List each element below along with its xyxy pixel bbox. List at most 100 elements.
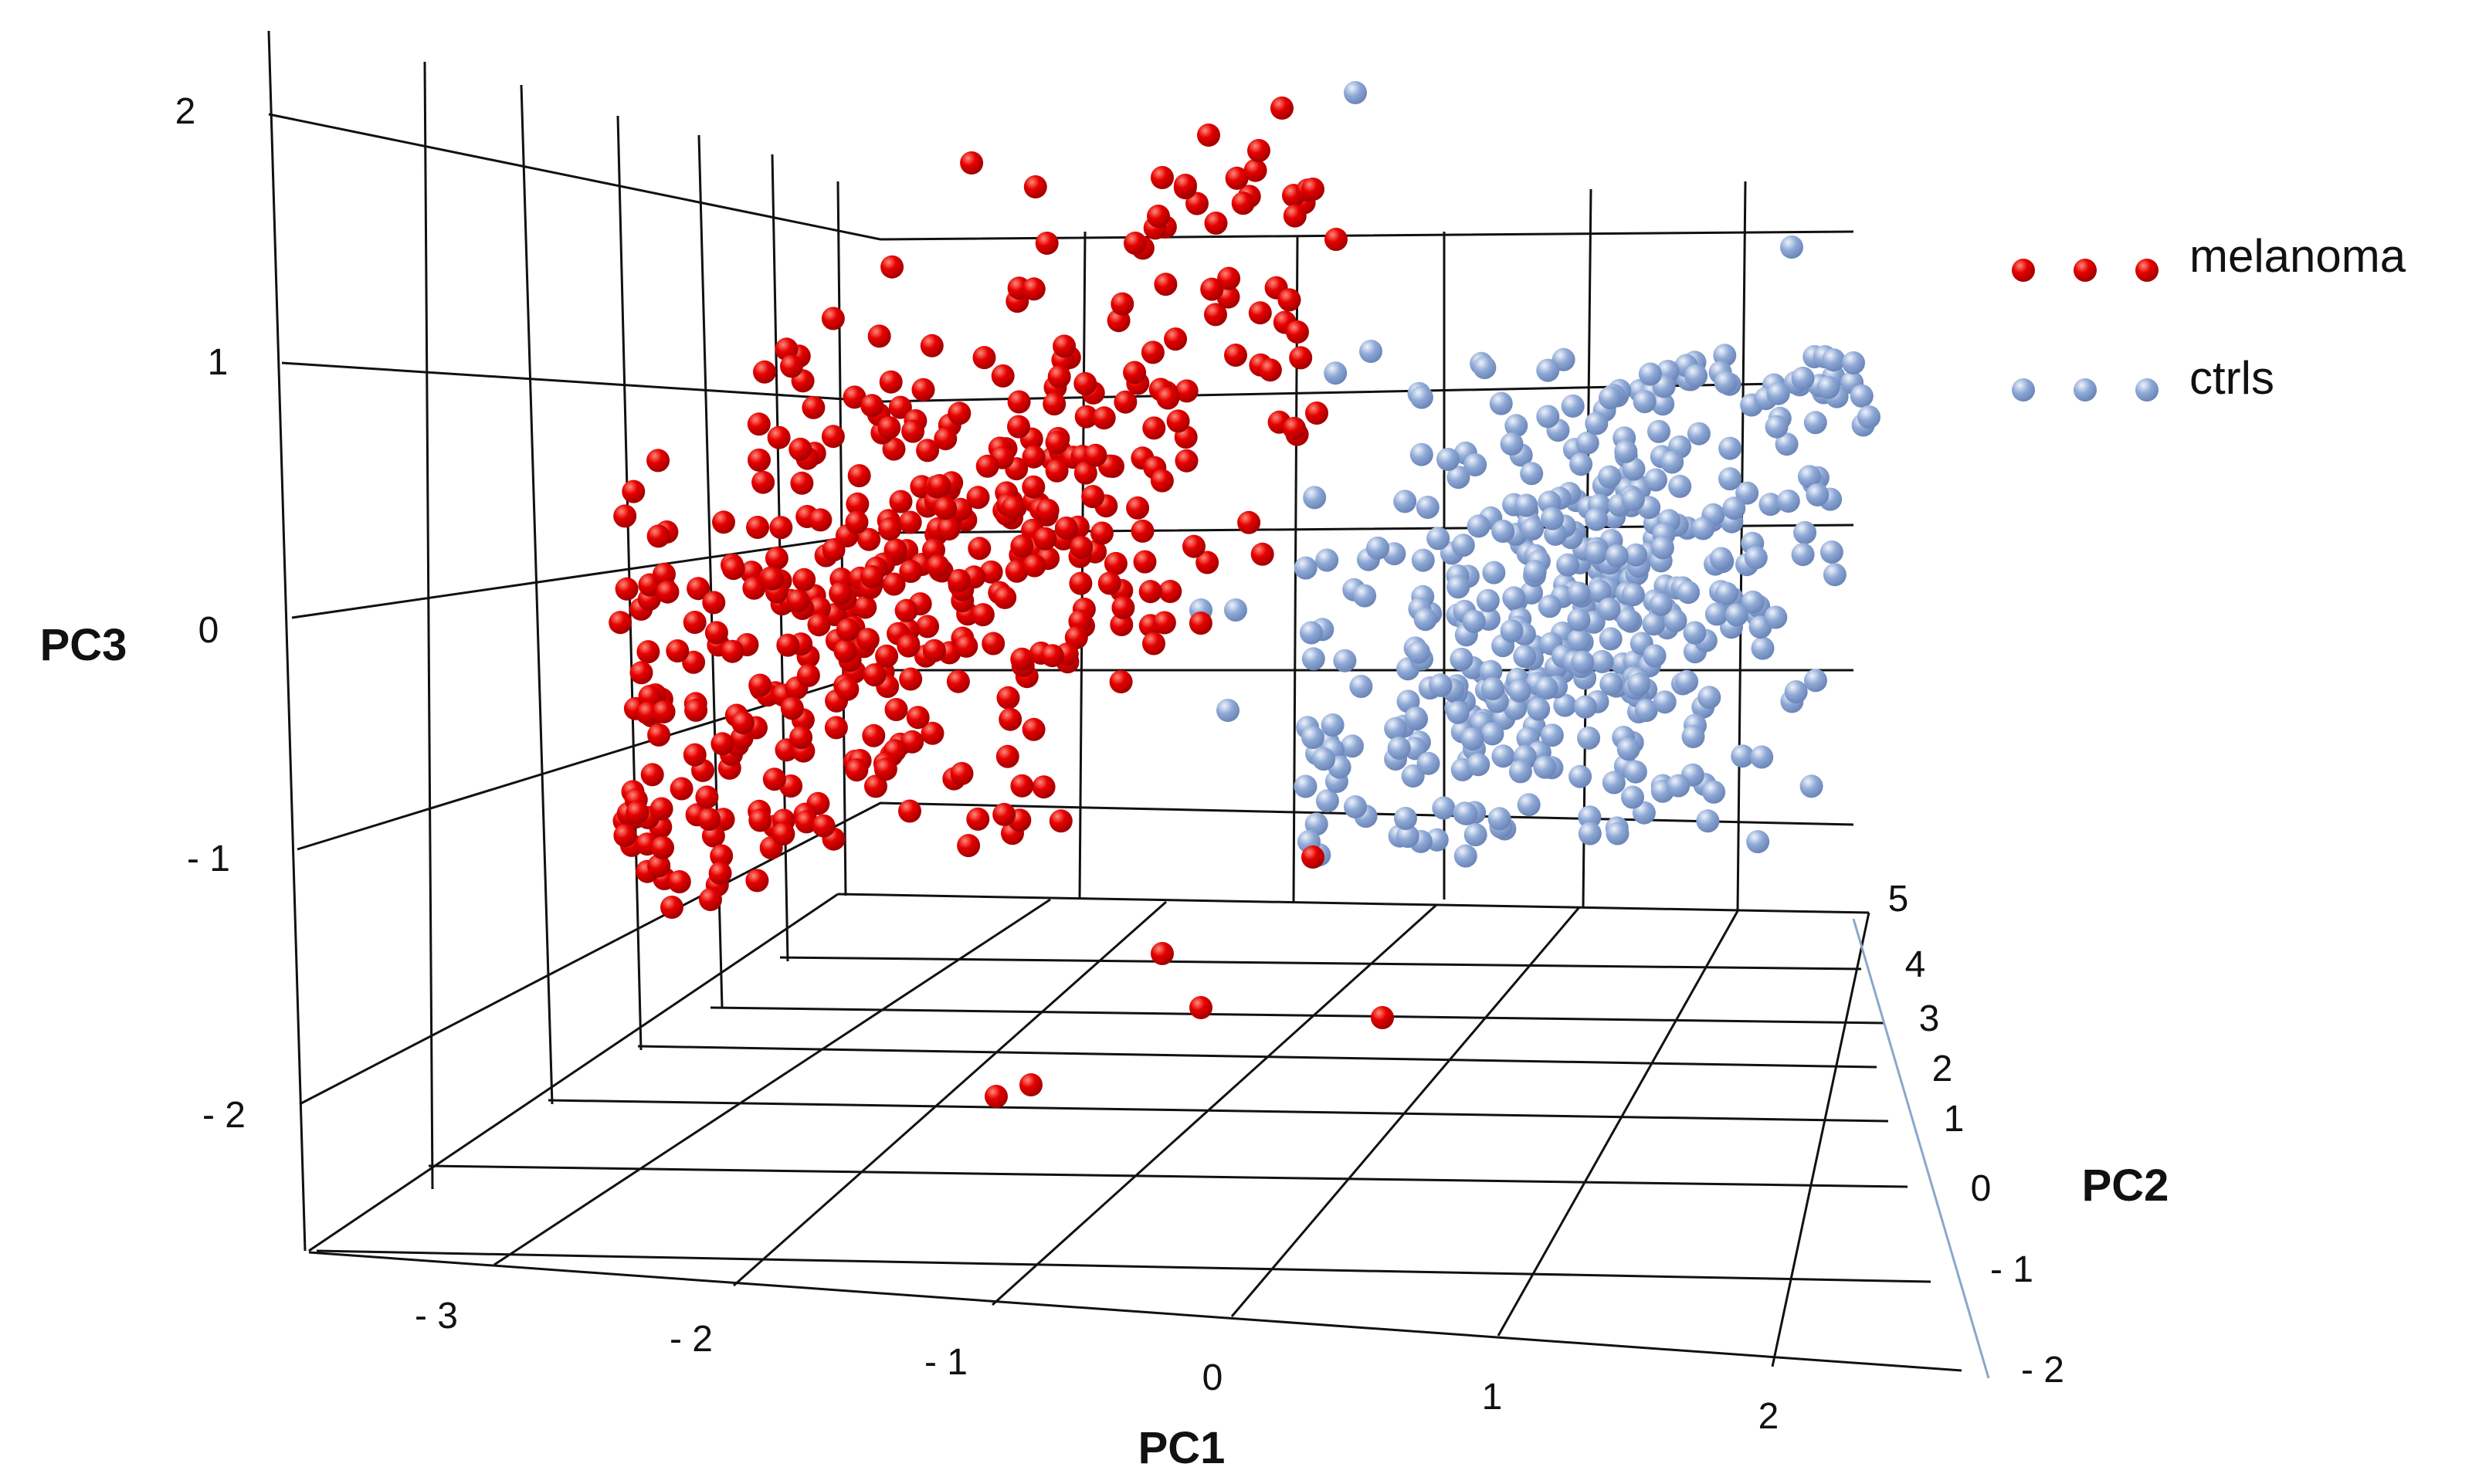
- pc2-tick-label: 4: [1905, 944, 1926, 985]
- ctrls-point: [1349, 675, 1373, 698]
- ctrls-point: [1744, 546, 1768, 570]
- pc3-tick-label: - 1: [187, 839, 230, 879]
- melanoma-point: [857, 527, 881, 551]
- melanoma-point: [1217, 266, 1241, 290]
- melanoma-point: [809, 508, 833, 532]
- ctrls-point: [1324, 361, 1348, 385]
- pc2-tick-label: - 2: [2021, 1350, 2064, 1391]
- melanoma-point: [1247, 139, 1270, 162]
- melanoma-point: [1001, 496, 1025, 520]
- melanoma-point: [666, 639, 690, 662]
- melanoma-point: [1035, 232, 1059, 255]
- melanoma-point: [1040, 644, 1064, 668]
- ctrls-point: [1300, 621, 1323, 645]
- ctrls-point: [1616, 737, 1640, 761]
- melanoma-point: [1142, 416, 1166, 440]
- ctrls-point: [1366, 536, 1389, 560]
- ctrls-point: [1819, 540, 1843, 564]
- pc1-tick-label: - 2: [670, 1319, 713, 1360]
- ctrls-point: [1480, 722, 1504, 746]
- ctrls-point: [1321, 713, 1345, 737]
- melanoma-point: [1371, 1006, 1394, 1029]
- ctrls-point: [1588, 579, 1612, 603]
- melanoma-point: [682, 650, 706, 674]
- melanoma-point: [1138, 580, 1162, 604]
- ctrls-point: [1446, 700, 1470, 724]
- melanoma-point: [1174, 174, 1197, 197]
- ctrls-point: [1411, 548, 1435, 572]
- melanoma-point: [1090, 521, 1114, 545]
- ctrls-point: [1541, 507, 1564, 530]
- ctrls-point: [1731, 744, 1755, 768]
- ctrls-point: [1724, 603, 1748, 627]
- melanoma-point: [822, 538, 846, 562]
- ctrls-point: [1479, 659, 1503, 683]
- ctrls-point: [1304, 812, 1328, 836]
- melanoma-point: [684, 698, 708, 722]
- ctrls-point: [1216, 699, 1240, 722]
- melanoma-point: [1147, 205, 1170, 228]
- pc2-axis-title: PC2: [2082, 1160, 2169, 1211]
- pc3-tick-labels: 2 1 0 - 1 - 2: [175, 91, 246, 1136]
- melanoma-point: [899, 560, 923, 583]
- legend-ctrls-dot: [2074, 378, 2097, 401]
- melanoma-point: [1081, 485, 1105, 509]
- melanoma-point: [975, 454, 999, 478]
- melanoma-point: [646, 524, 670, 548]
- ctrls-point: [1585, 507, 1608, 531]
- ctrls-point: [1623, 760, 1647, 784]
- melanoma-point: [860, 394, 884, 418]
- melanoma-point: [972, 346, 996, 370]
- melanoma-point: [922, 639, 946, 662]
- melanoma-point: [955, 634, 978, 658]
- melanoma-point: [1097, 571, 1121, 595]
- ctrls-point: [1709, 547, 1733, 571]
- melanoma-point: [1023, 175, 1047, 198]
- melanoma-point: [789, 726, 813, 750]
- melanoma-point: [1324, 228, 1348, 251]
- pc1-vertical-grid-line: [423, 61, 434, 1190]
- melanoma-point: [609, 611, 632, 635]
- melanoma-point: [920, 334, 944, 357]
- pc2-grid-line: [637, 1045, 1877, 1069]
- melanoma-point: [1258, 358, 1282, 382]
- melanoma-point: [638, 685, 662, 708]
- ctrls-point: [1644, 468, 1667, 492]
- melanoma-point: [796, 663, 820, 687]
- melanoma-point: [901, 419, 925, 443]
- melanoma-point: [1185, 191, 1209, 215]
- ctrls-point: [1416, 751, 1440, 775]
- pc2-tick-labels: 5 4 3 2 1 0 - 1 - 2: [1888, 879, 2064, 1391]
- melanoma-point: [683, 611, 707, 634]
- melanoma-point: [1022, 277, 1046, 301]
- melanoma-point: [1005, 559, 1029, 583]
- pc2-grid-line: [428, 1164, 1908, 1188]
- pc2-tick-label: 5: [1888, 879, 1909, 920]
- ctrls-point: [1750, 745, 1774, 769]
- ctrls-point: [1568, 764, 1592, 788]
- ctrls-point: [1401, 764, 1425, 788]
- pc1-vertical-grid-line: [520, 84, 554, 1105]
- melanoma-point: [683, 743, 707, 767]
- melanoma-point: [1156, 386, 1180, 410]
- melanoma-point: [1224, 344, 1247, 367]
- melanoma-point: [921, 721, 944, 745]
- ctrls-point: [1489, 391, 1513, 415]
- ctrls-point: [1556, 553, 1580, 577]
- melanoma-point: [1283, 204, 1307, 228]
- ctrls-point: [1567, 628, 1591, 652]
- ctrls-point: [1675, 669, 1699, 693]
- ctrls-point: [1766, 381, 1790, 405]
- ctrls-point: [1684, 364, 1708, 388]
- melanoma-point: [762, 767, 786, 791]
- melanoma-point: [702, 591, 726, 615]
- ctrls-point: [1575, 431, 1599, 455]
- melanoma-point: [780, 696, 804, 720]
- melanoma-point: [960, 151, 984, 174]
- melanoma-point: [1289, 346, 1313, 370]
- ctrls-point: [1460, 727, 1484, 751]
- melanoma-point: [934, 427, 958, 451]
- melanoma-point: [966, 807, 990, 831]
- pc1-tick-label: - 1: [924, 1342, 968, 1383]
- ctrls-point: [1605, 544, 1629, 568]
